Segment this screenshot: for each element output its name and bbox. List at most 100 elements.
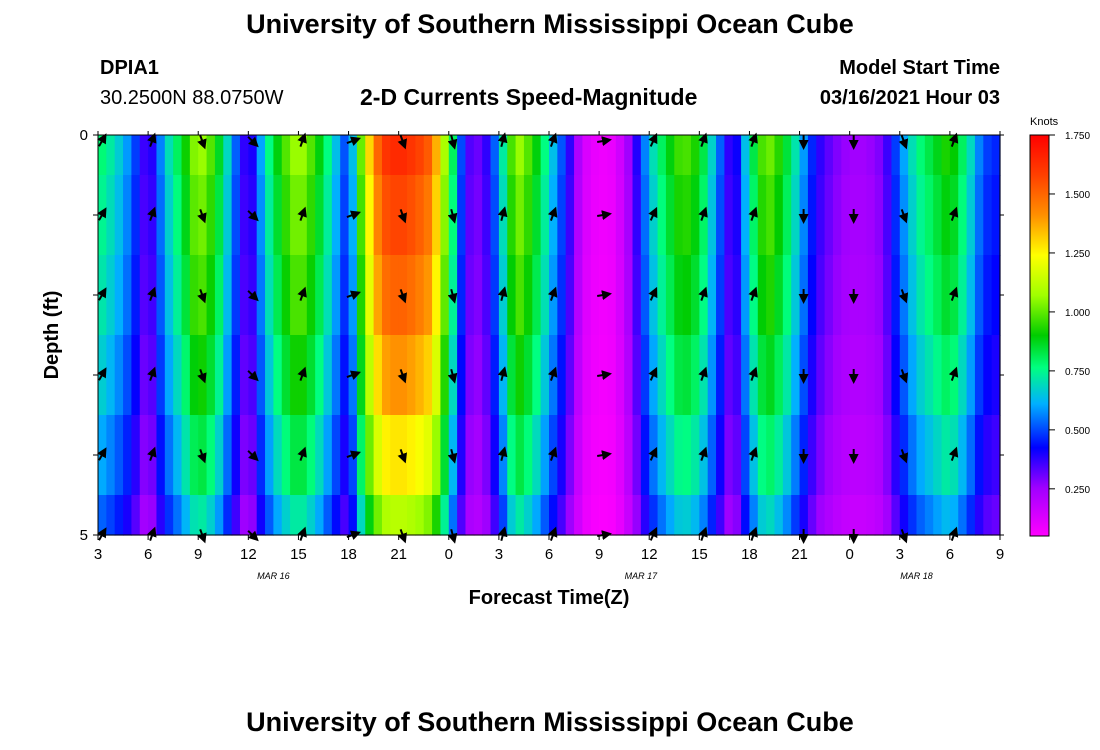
heatmap-cell bbox=[457, 415, 467, 496]
heatmap-cell bbox=[490, 415, 500, 496]
heatmap-cell bbox=[607, 335, 617, 416]
heatmap-cell bbox=[473, 175, 483, 256]
heatmap-cell bbox=[724, 415, 734, 496]
heatmap-cell bbox=[682, 415, 692, 496]
heatmap-cell bbox=[365, 255, 375, 336]
heatmap-cell bbox=[632, 255, 642, 336]
heatmap-cell bbox=[323, 175, 333, 256]
heatmap-cell bbox=[407, 415, 416, 496]
current-vector bbox=[698, 286, 708, 301]
x-tick-label: 18 bbox=[340, 546, 357, 563]
heatmap-cell bbox=[824, 135, 834, 176]
heatmap-cell bbox=[482, 255, 492, 336]
heatmap-cell bbox=[181, 175, 191, 256]
current-vector bbox=[948, 132, 959, 147]
heatmap-cell bbox=[381, 175, 391, 256]
heatmap-cell bbox=[156, 495, 166, 536]
heatmap-cell bbox=[707, 335, 717, 416]
y-axis-label: Depth (ft) bbox=[41, 291, 63, 380]
heatmap-cell bbox=[908, 175, 918, 256]
heatmap-cell bbox=[549, 135, 558, 176]
colorbar-tick-label: 0.750 bbox=[1065, 367, 1090, 378]
heatmap-cell bbox=[306, 495, 316, 536]
heatmap-cell bbox=[465, 255, 475, 336]
current-vector bbox=[97, 207, 107, 221]
heatmap-cell bbox=[674, 135, 684, 176]
heatmap-cell bbox=[398, 495, 408, 536]
heatmap-cell bbox=[114, 175, 124, 256]
current-vector bbox=[197, 209, 207, 224]
current-vector bbox=[97, 447, 107, 461]
heatmap-cell bbox=[356, 135, 366, 176]
heatmap-cell bbox=[791, 415, 801, 496]
heatmap-cell bbox=[139, 255, 149, 336]
heatmap-cell bbox=[774, 135, 784, 176]
date-label: MAR 16 bbox=[257, 571, 290, 581]
heatmap-cell bbox=[131, 335, 141, 416]
heatmap-cell bbox=[924, 175, 934, 256]
x-tick-label: 0 bbox=[445, 546, 453, 563]
x-tick-label: 21 bbox=[791, 546, 808, 563]
heatmap-cell bbox=[832, 175, 842, 256]
heatmap-cell bbox=[457, 335, 467, 416]
heatmap-cell bbox=[799, 495, 809, 536]
heatmap-cell bbox=[858, 335, 867, 416]
heatmap-cell bbox=[749, 135, 759, 176]
heatmap-cell bbox=[665, 415, 675, 496]
heatmap-cell bbox=[189, 415, 199, 496]
heatmap-cell bbox=[356, 255, 366, 336]
heatmap-cell bbox=[832, 335, 842, 416]
heatmap-cell bbox=[423, 495, 433, 536]
heatmap-cell bbox=[206, 175, 216, 256]
heatmap-cell bbox=[816, 135, 826, 176]
heatmap-cell bbox=[866, 255, 876, 336]
heatmap-cell bbox=[858, 175, 867, 256]
heatmap-cell bbox=[924, 255, 934, 336]
heatmap-cell bbox=[574, 495, 584, 536]
heatmap-cell bbox=[373, 495, 383, 536]
heatmap-cell bbox=[557, 415, 567, 496]
heatmap-cell bbox=[523, 135, 533, 176]
heatmap-cell bbox=[816, 255, 826, 336]
heatmap-cell bbox=[432, 135, 442, 176]
x-tick-label: 6 bbox=[946, 546, 954, 563]
heatmap-cell bbox=[381, 135, 391, 176]
heatmap-cell bbox=[256, 415, 266, 496]
heatmap-cell bbox=[883, 135, 893, 176]
heatmap-cell bbox=[816, 175, 826, 256]
heatmap-cell bbox=[782, 175, 792, 256]
heatmap-cell bbox=[983, 175, 993, 256]
heatmap-cell bbox=[523, 495, 533, 536]
heatmap-cell bbox=[590, 255, 600, 336]
heatmap-cell bbox=[482, 495, 492, 536]
current-vector bbox=[898, 449, 909, 464]
heatmap-cell bbox=[974, 175, 984, 256]
heatmap-cell bbox=[657, 255, 667, 336]
current-vector bbox=[948, 366, 959, 381]
current-vector bbox=[247, 370, 259, 382]
heatmap-cell bbox=[574, 415, 584, 496]
heatmap-cell bbox=[348, 495, 358, 536]
heatmap-cell bbox=[206, 415, 216, 496]
heatmap-cell bbox=[674, 175, 684, 256]
heatmap-cell bbox=[290, 415, 300, 496]
date-label: MAR 18 bbox=[900, 571, 933, 581]
current-vector bbox=[648, 366, 658, 381]
heatmap-cell bbox=[256, 255, 266, 336]
heatmap-cell bbox=[323, 255, 333, 336]
heatmap-cell bbox=[214, 415, 224, 496]
heatmap-cell bbox=[507, 175, 517, 256]
heatmap-cell bbox=[131, 255, 141, 336]
heatmap-cell bbox=[415, 415, 425, 496]
heatmap-cell bbox=[523, 415, 533, 496]
heatmap-cell bbox=[757, 415, 767, 496]
heatmap-cell bbox=[724, 135, 734, 176]
heatmap-cell bbox=[123, 495, 133, 536]
heatmap-cell bbox=[231, 415, 241, 496]
heatmap-cell bbox=[974, 135, 984, 176]
heatmap-cell bbox=[966, 335, 976, 416]
current-vector bbox=[397, 449, 407, 464]
heatmap-cell bbox=[858, 255, 867, 336]
heatmap-cell bbox=[557, 495, 567, 536]
heatmap-cell bbox=[106, 495, 116, 536]
